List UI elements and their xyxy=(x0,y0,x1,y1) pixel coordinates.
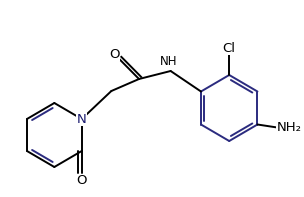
Text: O: O xyxy=(109,47,119,60)
Text: NH₂: NH₂ xyxy=(277,121,302,134)
Text: Cl: Cl xyxy=(223,42,236,55)
Text: O: O xyxy=(77,175,87,188)
Text: N: N xyxy=(77,112,87,125)
Text: NH: NH xyxy=(160,55,178,68)
